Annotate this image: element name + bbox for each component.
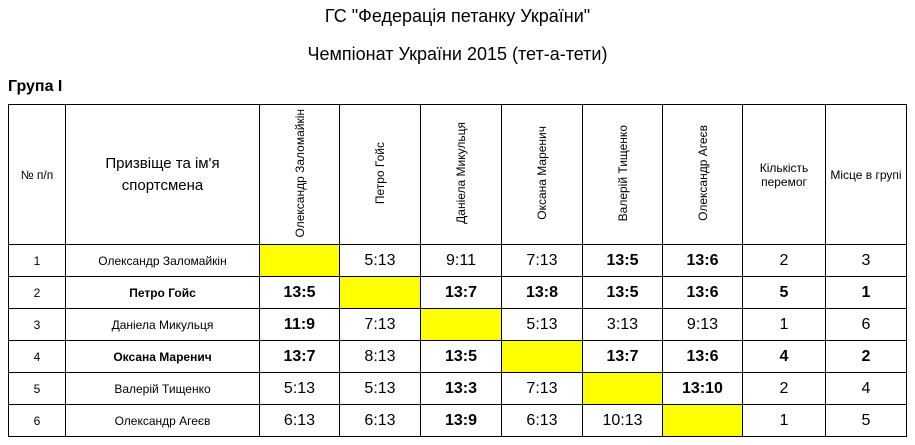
score-cell: 8:13 (339, 340, 421, 373)
group-label: Група І (8, 78, 63, 95)
column-header: Даніела Микульця (420, 104, 502, 245)
wins-cell: 1 (742, 404, 826, 437)
score-cell: 13:7 (259, 340, 340, 373)
wins-cell: 4 (742, 340, 826, 373)
place-cell: 3 (825, 244, 907, 277)
empty-cell (339, 276, 421, 309)
score-cell: 3:13 (582, 308, 663, 341)
score-cell: 7:13 (501, 372, 583, 405)
score-cell: 13:8 (501, 276, 583, 309)
column-header-text: Даніела Микульця (454, 122, 468, 224)
empty-cell (582, 372, 663, 405)
player-name: Валерій Тищенко (65, 372, 260, 405)
wins-cell: 2 (742, 244, 826, 277)
score-cell: 9:11 (420, 244, 502, 277)
score-cell: 13:6 (662, 244, 743, 277)
subtitle: Чемпіонат України 2015 (тет-а-тети) (307, 44, 608, 64)
column-header: Олександр Заломайкін (259, 104, 340, 245)
score-cell: 10:13 (582, 404, 663, 437)
row-number: 4 (8, 340, 66, 373)
player-name: Оксана Маренич (65, 340, 260, 373)
table-body: 1 Олександр Заломайкін 5:13 9:11 7:13 13:5 13:… (8, 244, 907, 437)
column-header-text: Петро Гойс (373, 141, 387, 205)
score-cell: 13:9 (420, 404, 502, 437)
score-cell: 13:5 (582, 276, 663, 309)
score-cell: 9:13 (662, 308, 743, 341)
column-header-text: Олександр Агеєв (695, 125, 710, 221)
table-row: 2 Петро Гойс 13:5 13:7 13:8 13:5 13:6 5 1 (8, 276, 907, 309)
score-cell: 5:13 (339, 244, 421, 277)
score-cell: 13:7 (582, 340, 663, 373)
column-header-text: Валерій Тищенко (615, 124, 630, 222)
empty-cell (259, 244, 340, 277)
player-name: Олександр Заломайкін (65, 244, 260, 277)
score-cell: 13:6 (662, 340, 743, 373)
place-cell: 5 (825, 404, 907, 437)
empty-cell (501, 340, 583, 373)
score-cell: 5:13 (339, 372, 421, 405)
row-number: 2 (8, 276, 66, 309)
score-cell: 13:6 (662, 276, 743, 309)
wins-cell: 1 (742, 308, 826, 341)
column-header-text: Оксана Маренич (535, 126, 549, 220)
place-cell: 4 (825, 372, 907, 405)
score-cell: 13:5 (420, 340, 502, 373)
score-cell: 13:7 (420, 276, 502, 309)
column-header: Місце в групі (825, 104, 907, 245)
score-cell: 6:13 (259, 404, 340, 437)
title: ГС "Федерація петанку України" (324, 6, 591, 26)
header-row: № п/п Призвіще та ім'я спортсмена Олександ… (8, 104, 907, 245)
score-cell: 6:13 (501, 404, 583, 437)
empty-cell (420, 308, 502, 341)
table-row: 1 Олександр Заломайкін 5:13 9:11 7:13 13:5 13:… (8, 244, 907, 277)
column-header: Оксана Маренич (501, 104, 583, 245)
score-cell: 7:13 (339, 308, 421, 341)
wins-cell: 5 (742, 276, 826, 309)
place-cell: 6 (825, 308, 907, 341)
table-row: 6 Олександр Агеєв 6:13 6:13 13:9 6:13 10:13 1 5 (8, 404, 907, 437)
column-header: Петро Гойс (339, 104, 421, 245)
score-cell: 13:10 (662, 372, 743, 405)
table-row: 3 Даніела Микульця 11:9 7:13 5:13 3:13 9:13 1 6 (8, 308, 907, 341)
column-header-text: Олександр Заломайкін (292, 108, 307, 238)
score-cell: 5:13 (259, 372, 340, 405)
row-number: 6 (8, 404, 66, 437)
column-header: Валерій Тищенко (582, 104, 663, 245)
column-header: Призвіще та ім'я спортсмена (65, 104, 260, 245)
row-number: 3 (8, 308, 66, 341)
table-row: 5 Валерій Тищенко 5:13 5:13 13:3 7:13 13:10 2 4 (8, 372, 907, 405)
wins-cell: 2 (742, 372, 826, 405)
empty-cell (662, 404, 743, 437)
player-name: Даніела Микульця (65, 308, 260, 341)
score-cell: 6:13 (339, 404, 421, 437)
score-cell: 13:5 (259, 276, 340, 309)
column-header: Олександр Агеєв (662, 104, 743, 245)
score-cell: 7:13 (501, 244, 583, 277)
column-header: Кількість перемог (742, 104, 826, 245)
place-cell: 2 (825, 340, 907, 373)
column-header: № п/п (8, 104, 66, 245)
player-name: Олександр Агеєв (65, 404, 260, 437)
score-cell: 13:5 (582, 244, 663, 277)
place-cell: 1 (825, 276, 907, 309)
results-table: № п/п Призвіще та ім'я спортсмена Олександ… (8, 104, 907, 437)
row-number: 5 (8, 372, 66, 405)
row-number: 1 (8, 244, 66, 277)
score-cell: 13:3 (420, 372, 502, 405)
score-cell: 11:9 (259, 308, 340, 341)
player-name: Петро Гойс (65, 276, 260, 309)
table-row: 4 Оксана Маренич 13:7 8:13 13:5 13:7 13:6 4 2 (8, 340, 907, 373)
score-cell: 5:13 (501, 308, 583, 341)
